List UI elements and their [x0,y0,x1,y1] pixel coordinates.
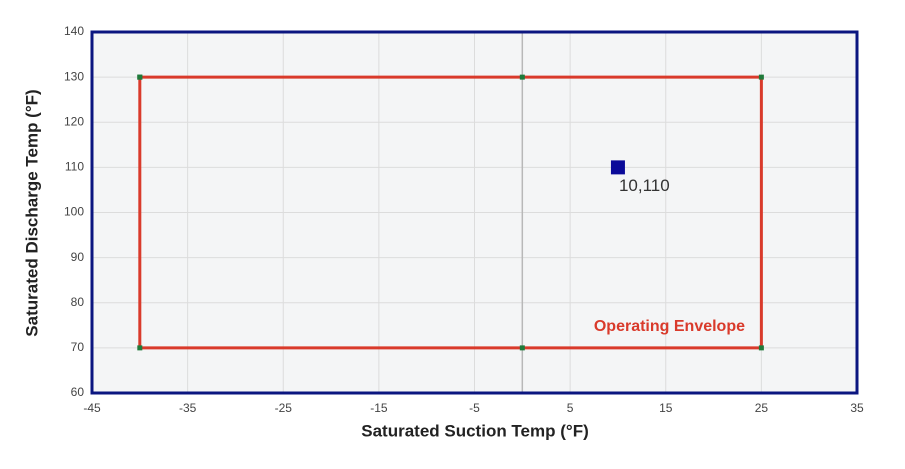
y-tick-label: 60 [71,385,85,399]
annotation: Operating Envelope [594,318,745,335]
y-tick-label: 100 [64,205,84,219]
x-tick-label: -5 [469,401,480,415]
y-tick-label: 90 [71,250,85,264]
vertex-marker [137,345,143,351]
y-tick-label: 120 [64,114,84,128]
data-label: 10,110 [619,176,670,195]
x-axis-title: Saturated Suction Temp (°F) [361,421,589,440]
y-tick-label: 70 [71,340,85,354]
x-tick-label: -15 [370,401,388,415]
x-tick-label: -25 [275,401,293,415]
point-marker [610,160,625,175]
x-tick-label: 35 [850,401,864,415]
vertex-marker [137,74,143,80]
vertex-marker [758,345,764,351]
x-tick-label: 15 [659,401,673,415]
x-tick-label: -35 [179,401,197,415]
y-tick-label: 80 [71,295,85,309]
vertex-marker [519,74,525,80]
y-tick-label: 110 [65,160,84,174]
x-tick-label: 25 [755,401,769,415]
plot-frame [90,30,859,395]
x-tick-label: -45 [83,401,101,415]
y-tick-label: 140 [64,24,84,38]
y-axis-title: Saturated Discharge Temp (°F) [22,89,41,336]
y-tick-label: 130 [64,69,84,83]
vertex-marker [758,74,764,80]
vertex-marker [519,345,525,351]
x-tick-label: 5 [567,401,574,415]
